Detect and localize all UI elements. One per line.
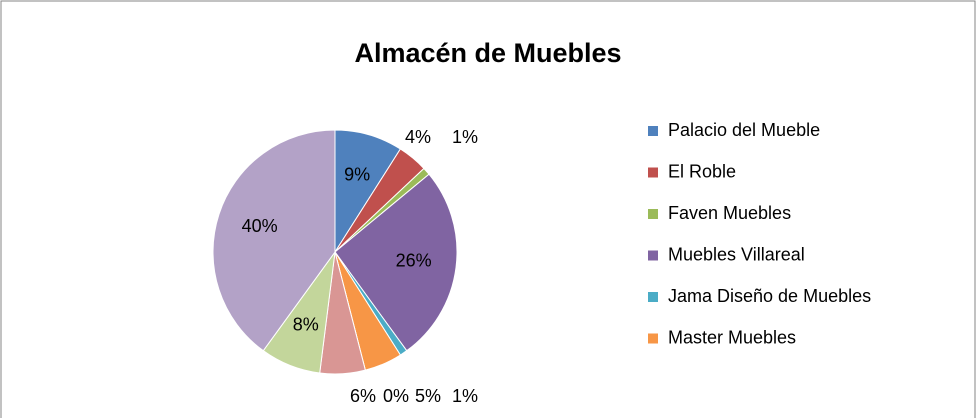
legend-label: Palacio del Mueble bbox=[668, 120, 820, 140]
legend-swatch bbox=[648, 167, 658, 178]
legend-label: Muebles Villareal bbox=[668, 244, 805, 264]
data-label: 6% bbox=[350, 386, 376, 406]
legend-swatch bbox=[648, 250, 658, 261]
legend-label: Master Muebles bbox=[668, 327, 796, 347]
pie-slice bbox=[334, 173, 458, 352]
legend-label: Jama Diseño de Muebles bbox=[668, 286, 871, 306]
data-label: 1% bbox=[452, 386, 478, 406]
legend-swatch bbox=[648, 126, 658, 136]
chart-title: Almacén de Muebles bbox=[354, 38, 621, 68]
legend-label: El Roble bbox=[668, 161, 736, 181]
data-label: 0% bbox=[383, 386, 409, 406]
legend-swatch bbox=[648, 209, 658, 219]
data-label: 8% bbox=[293, 314, 319, 334]
data-label: 4% bbox=[405, 127, 431, 147]
legend-swatch bbox=[648, 333, 658, 344]
data-label: 26% bbox=[396, 251, 432, 271]
data-label: 1% bbox=[452, 127, 478, 147]
pie-slice bbox=[212, 129, 336, 352]
legend-swatch bbox=[648, 292, 658, 302]
legend-label: Faven Muebles bbox=[668, 203, 791, 223]
data-label: 40% bbox=[242, 216, 278, 236]
data-label: 9% bbox=[344, 165, 370, 185]
data-label: 5% bbox=[415, 386, 441, 406]
